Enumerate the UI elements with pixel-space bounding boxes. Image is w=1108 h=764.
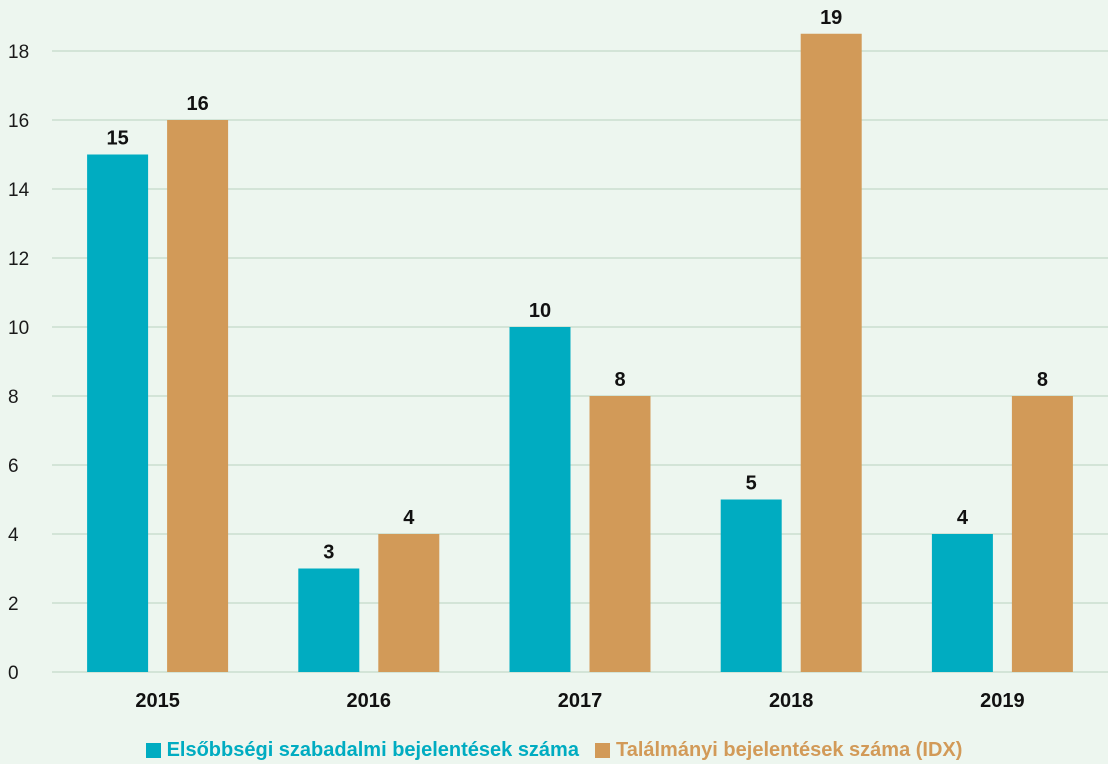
bar-series-1-2018 bbox=[720, 499, 782, 672]
y-tick-label: 14 bbox=[8, 180, 30, 201]
bar-series-1-2019 bbox=[931, 534, 993, 672]
y-tick-label: 12 bbox=[8, 249, 29, 270]
y-tick-label: 18 bbox=[8, 42, 29, 63]
data-label: 4 bbox=[957, 507, 969, 529]
bar-series-2-2016 bbox=[378, 534, 440, 672]
legend-label-series-2: Találmányi bejelentések száma (IDX) bbox=[615, 739, 963, 761]
y-tick-label: 8 bbox=[8, 387, 19, 408]
y-tick-label: 6 bbox=[8, 456, 19, 477]
y-tick-label: 4 bbox=[8, 525, 19, 546]
data-label: 19 bbox=[820, 7, 842, 29]
bar-series-1-2017 bbox=[509, 327, 571, 672]
x-category-label: 2017 bbox=[558, 690, 603, 712]
data-label: 10 bbox=[529, 300, 551, 322]
x-category-label: 2019 bbox=[980, 690, 1025, 712]
y-tick-label: 0 bbox=[8, 663, 19, 684]
x-category-label: 2015 bbox=[135, 690, 180, 712]
data-label: 15 bbox=[106, 128, 128, 150]
y-tick-label: 2 bbox=[8, 594, 19, 615]
data-label: 5 bbox=[746, 473, 757, 495]
legend-swatch-series-2 bbox=[594, 742, 610, 758]
x-category-label: 2018 bbox=[769, 690, 814, 712]
legend: Elsőbbségi szabadalmi bejelentések száma… bbox=[0, 738, 1108, 762]
data-label: 4 bbox=[403, 507, 415, 529]
data-label: 8 bbox=[614, 369, 625, 391]
x-category-label: 2016 bbox=[347, 690, 392, 712]
bar-series-2-2019 bbox=[1011, 396, 1073, 672]
data-label: 16 bbox=[186, 93, 208, 115]
data-label: 8 bbox=[1037, 369, 1048, 391]
bar-series-2-2017 bbox=[589, 396, 651, 672]
bar-series-1-2015 bbox=[87, 154, 149, 672]
legend-item-series-2: Találmányi bejelentések száma (IDX) bbox=[594, 738, 963, 762]
legend-swatch-series-1 bbox=[145, 742, 161, 758]
legend-item-series-1: Elsőbbségi szabadalmi bejelentések száma bbox=[145, 738, 579, 762]
bar-chart-svg: 0 2 4 6 8 10 12 14 16 18 15 16 2015 3 4 2016 10 8 2017 5 19 2… bbox=[8, 7, 1108, 712]
bar-series-2-2018 bbox=[800, 33, 862, 672]
bar-series-1-2016 bbox=[298, 568, 360, 672]
bar-series-2-2015 bbox=[167, 120, 229, 672]
y-tick-label: 16 bbox=[8, 111, 29, 132]
data-label: 3 bbox=[323, 542, 334, 564]
y-tick-label: 10 bbox=[8, 318, 29, 339]
legend-label-series-1: Elsőbbségi szabadalmi bejelentések száma bbox=[166, 739, 579, 761]
